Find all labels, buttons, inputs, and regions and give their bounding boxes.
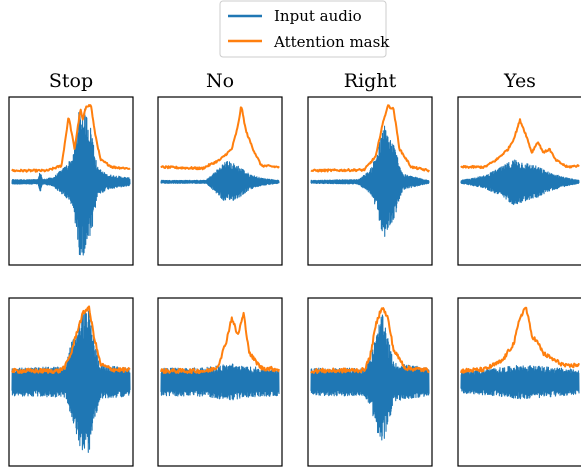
panel-plot-area <box>11 104 131 256</box>
input-audio-line <box>160 363 280 401</box>
panel-plot-area <box>460 306 580 400</box>
panel-frame <box>307 297 433 467</box>
input-audio-line <box>160 160 280 201</box>
panel-plot-area <box>160 311 280 401</box>
panel-yes-noisy <box>457 297 581 467</box>
panel-plot-area <box>11 305 131 453</box>
panel-title-no: No <box>206 70 234 92</box>
attention-mask-line <box>160 311 280 375</box>
panel-plot-area <box>310 104 430 237</box>
panel-plot-area <box>160 106 280 201</box>
panel-frame <box>8 297 134 467</box>
attention-mask-line <box>11 305 131 374</box>
panel-right-clean <box>307 96 433 266</box>
attention-mask-line <box>11 104 131 173</box>
panel-frame <box>8 96 134 266</box>
panel-right-noisy <box>307 297 433 467</box>
attention-mask-line <box>310 307 430 374</box>
panel-plot-area <box>460 118 580 206</box>
panel-frame <box>157 297 283 467</box>
attention-mask-line <box>460 118 580 170</box>
input-audio-line <box>310 125 430 237</box>
panel-title-yes: Yes <box>503 70 536 92</box>
input-audio-line <box>11 108 131 256</box>
panel-no-clean <box>157 96 283 266</box>
panel-frame <box>307 96 433 266</box>
panel-yes-clean <box>457 96 581 266</box>
panel-title-right: Right <box>344 70 397 92</box>
attention-mask-line <box>310 104 430 173</box>
legend-label-attention-mask: Attention mask <box>273 33 390 51</box>
panel-frame <box>457 297 581 467</box>
input-audio-line <box>11 309 131 453</box>
panel-stop-noisy <box>8 297 134 467</box>
attention-mask-line <box>460 306 580 374</box>
attention-mask-line <box>160 106 280 171</box>
panel-frame <box>157 96 283 266</box>
panel-no-noisy <box>157 297 283 467</box>
panel-frame <box>457 96 581 266</box>
input-audio-line <box>460 159 580 206</box>
panel-stop-clean <box>8 96 134 266</box>
legend-label-input-audio: Input audio <box>274 7 362 25</box>
panel-title-stop: Stop <box>49 70 93 92</box>
input-audio-line <box>460 365 580 400</box>
panel-plot-area <box>310 307 430 441</box>
input-audio-line <box>310 314 430 441</box>
legend: Input audio Attention mask <box>219 0 390 58</box>
